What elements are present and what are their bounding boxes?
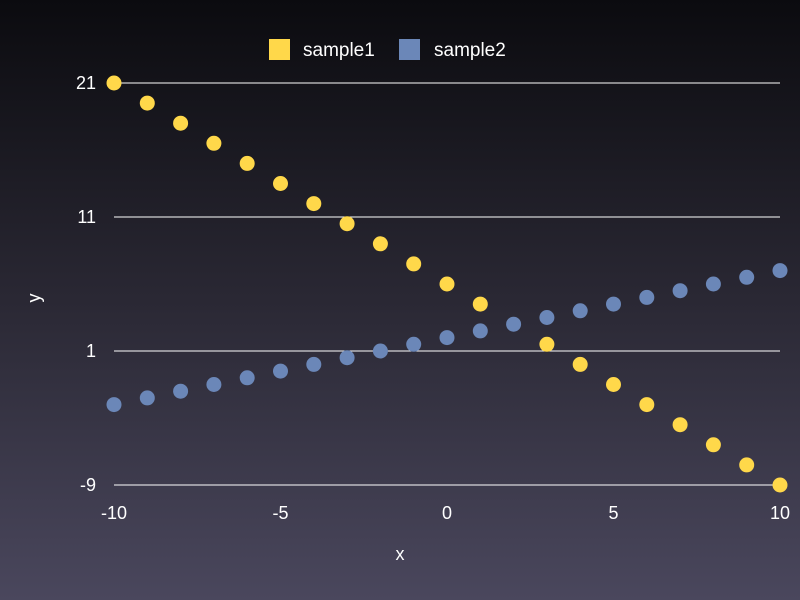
data-point-sample1 — [372, 236, 388, 252]
data-point-sample2 — [506, 316, 522, 332]
data-point-sample2 — [206, 377, 222, 392]
data-point-sample1 — [406, 256, 422, 272]
data-point-sample1 — [672, 417, 688, 433]
series-sample2 — [106, 263, 788, 413]
data-point-sample2 — [439, 330, 455, 346]
data-point-sample1 — [106, 75, 122, 91]
data-point-sample2 — [106, 397, 122, 413]
data-point-sample2 — [705, 276, 721, 292]
data-point-sample2 — [339, 350, 355, 366]
data-point-sample1 — [173, 115, 189, 131]
data-point-sample1 — [306, 196, 322, 212]
data-point-sample1 — [139, 95, 155, 111]
data-point-sample1 — [239, 155, 255, 171]
data-point-sample2 — [239, 370, 255, 386]
y-tick-label: -9 — [80, 475, 96, 495]
data-point-sample2 — [539, 310, 555, 325]
data-point-sample2 — [639, 289, 655, 305]
data-point-sample1 — [539, 336, 555, 352]
data-point-sample2 — [472, 323, 488, 339]
data-point-sample2 — [273, 363, 288, 379]
x-tick-label: -5 — [272, 503, 288, 523]
y-axis-label: y — [24, 294, 44, 303]
data-point-sample1 — [772, 477, 788, 493]
series-sample1 — [106, 75, 788, 493]
data-point-sample1 — [206, 135, 222, 151]
x-axis-label: x — [396, 544, 405, 564]
x-tick-label: 0 — [442, 503, 452, 523]
data-point-sample2 — [372, 343, 388, 359]
data-point-sample2 — [173, 383, 189, 399]
data-point-sample1 — [339, 216, 355, 232]
data-point-sample2 — [772, 263, 788, 279]
x-tick-label: 5 — [608, 503, 618, 523]
legend-label-sample1: sample1 — [303, 40, 375, 61]
data-point-sample1 — [705, 437, 721, 453]
data-point-sample2 — [672, 283, 688, 299]
data-point-sample1 — [273, 176, 288, 191]
data-point-sample1 — [472, 296, 488, 312]
data-point-sample1 — [572, 356, 588, 372]
data-point-sample2 — [572, 303, 588, 319]
legend-swatch-sample1 — [269, 39, 290, 60]
data-point-sample1 — [439, 276, 455, 292]
data-point-sample2 — [406, 336, 422, 352]
data-point-sample1 — [739, 457, 755, 473]
series-layer — [106, 75, 788, 493]
legend-label-sample2: sample2 — [434, 40, 506, 61]
grid-layer — [114, 82, 780, 486]
x-tick-label: 10 — [770, 503, 790, 523]
y-tick-label: 11 — [77, 207, 96, 227]
legend-swatch-sample2 — [399, 39, 420, 60]
x-tick-labels: -10 -5 0 5 10 — [101, 503, 790, 523]
data-point-sample2 — [606, 296, 621, 312]
y-tick-label: 21 — [76, 73, 96, 93]
y-tick-label: 1 — [86, 341, 96, 361]
x-tick-label: -10 — [101, 503, 127, 523]
data-point-sample1 — [606, 377, 621, 392]
data-point-sample2 — [139, 390, 155, 406]
data-point-sample1 — [639, 397, 655, 413]
data-point-sample2 — [739, 269, 755, 285]
legend: sample1 sample2 — [269, 39, 506, 61]
data-point-sample2 — [306, 356, 322, 372]
